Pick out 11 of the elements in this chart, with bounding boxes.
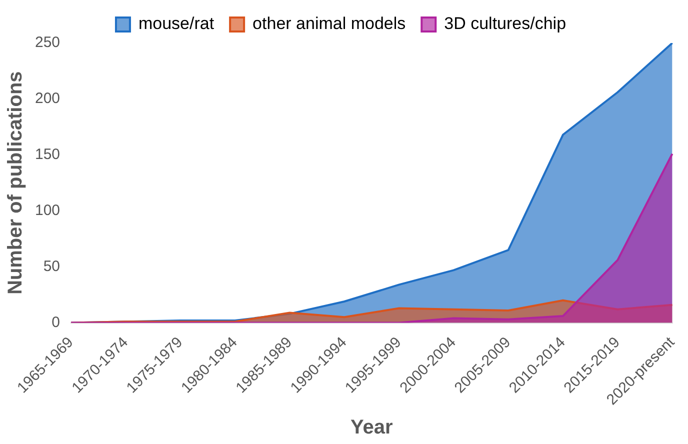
legend-label: mouse/rat	[138, 14, 214, 34]
legend-label: 3D cultures/chip	[444, 14, 566, 34]
y-tick-label: 150	[34, 146, 60, 164]
x-axis-title: Year	[350, 416, 393, 439]
y-tick-label: 250	[34, 34, 60, 52]
legend-label: other animal models	[252, 14, 406, 34]
y-tick-label: 0	[52, 314, 60, 331]
y-tick-label: 200	[34, 90, 60, 108]
y-tick-label: 100	[34, 202, 60, 219]
y-tick-label: 50	[43, 258, 60, 275]
y-axis-title: Number of publications	[4, 71, 27, 295]
